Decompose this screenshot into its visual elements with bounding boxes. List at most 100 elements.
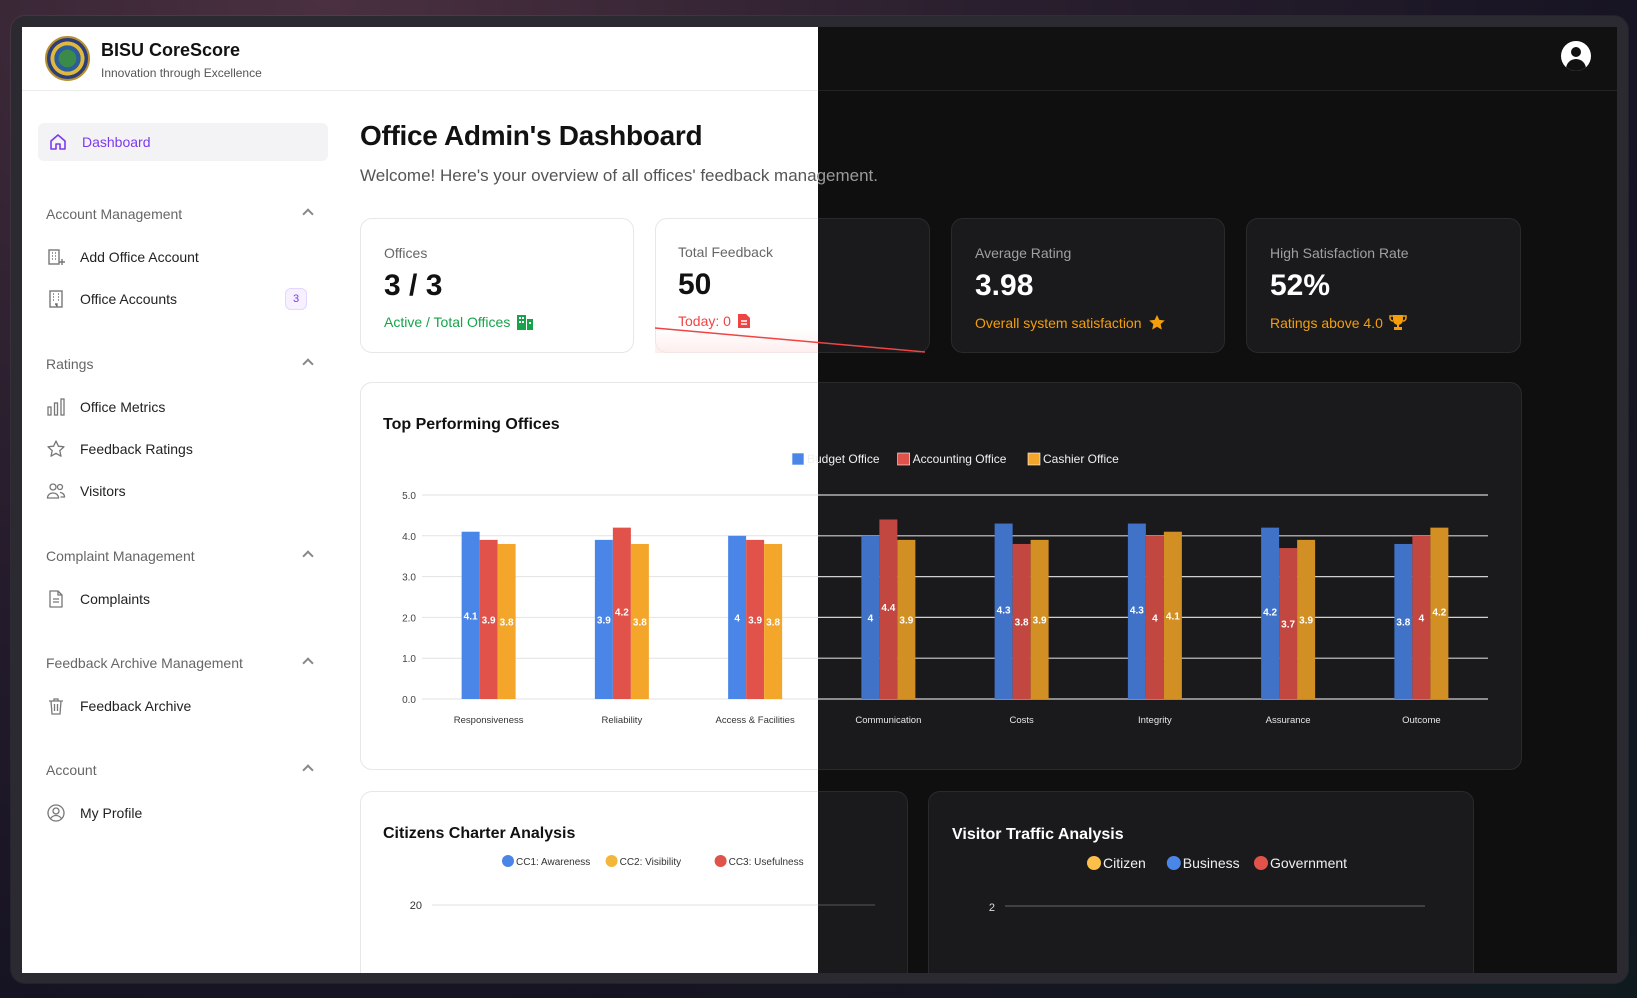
data-label: 4.1 [1166,611,1180,622]
legend-label: CC3: Usefulness [729,857,804,868]
legend-label: Citizen [1103,855,1146,871]
sidebar-item-my-profile[interactable]: My Profile [46,801,142,825]
sidebar-item-label: Complaints [80,591,151,607]
bar [1430,527,1449,699]
sidebar-item-add-office-account[interactable]: Add Office Account [46,245,199,269]
page-title: Office Admin's Dashboard [360,120,703,151]
users-icon [46,483,66,499]
stat-value: 3.98 [975,269,1034,302]
star-icon [47,440,65,457]
bar [1163,531,1182,699]
legend-label: CC2: Visibility [620,857,682,868]
x-tick-label: Reliability [602,715,643,726]
x-tick-label: Responsiveness [454,715,524,726]
sidebar-item-label: Add Office Account [80,249,199,265]
bar [728,535,747,699]
stat-card-average-rating: Average Rating 3.98 Overall system satis… [951,218,1225,353]
bar [1127,523,1146,699]
chevron-up-icon[interactable] [302,208,314,220]
legend-swatch [897,452,910,466]
building-add-icon [48,249,65,265]
legend-dot [1254,856,1268,870]
legend-label: Government [1270,855,1347,871]
home-icon [50,134,66,150]
legend-swatch [791,452,805,466]
y-tick-label: 4.0 [402,532,416,543]
data-label: 3.9 [899,615,913,626]
citizens-charter-chart: CC1: Awareness CC2: Visibility CC3: Useful… [410,855,875,912]
page-subtitle-dark: Welcome! Here's your overview of all off… [818,166,878,185]
data-label: 4.3 [997,605,1011,616]
profile-avatar-button[interactable] [1561,41,1591,71]
y-tick-label: 0.0 [402,695,416,706]
sidebar-item-feedback-ratings[interactable]: Feedback Ratings [46,437,193,461]
x-tick-label: Assurance [1266,715,1311,726]
sidebar-item-label: Feedback Ratings [80,441,193,457]
data-label: 4.2 [1432,607,1446,618]
legend-label: Budget Office [807,452,880,466]
data-label: 3.8 [500,617,514,628]
legend-dot [714,855,727,867]
x-tick-label: Communication [855,715,921,726]
sidebar-item-label: Dashboard [82,134,151,150]
chevron-up-icon[interactable] [302,358,314,370]
top-performing-offices-card: Top Performing Offices 0.0 1.0 2.0 3.0 4.0 5.… [360,382,1522,770]
data-label: 4.3 [1130,605,1144,616]
bar [630,543,649,699]
data-label: 4 [868,613,874,624]
building-icon [49,290,63,308]
bar [1012,543,1031,699]
section-account[interactable]: Account [46,762,97,778]
stat-card-total-feedback: Total Feedback 50 Today: 0 [655,218,930,353]
sidebar-item-visitors[interactable]: Visitors [46,479,126,503]
chevron-up-icon[interactable] [302,657,314,669]
data-label: 3.8 [766,617,780,628]
chevron-up-icon[interactable] [302,764,314,776]
x-tick-label: Costs [1009,715,1034,726]
feedback-trend-line [655,327,926,353]
sidebar-item-label: Visitors [80,483,126,499]
legend-dot [502,855,514,867]
legend-dot [1087,856,1101,870]
sidebar-item-office-accounts[interactable]: Office Accounts [46,287,177,311]
sidebar-item-office-metrics[interactable]: Office Metrics [46,395,165,419]
stat-value: 3 / 3 [384,269,443,302]
section-account-management[interactable]: Account Management [46,206,183,222]
y-tick-label: 5.0 [402,491,416,502]
bar [861,535,880,699]
office-count-badge: 3 [285,288,307,310]
sidebar: Dashboard Account Management Add Office … [22,91,342,973]
bar [461,531,480,699]
legend-label: Business [1183,855,1240,871]
sidebar-item-label: Office Accounts [80,291,178,307]
bar [479,539,498,699]
bar [1412,535,1431,699]
bar [594,539,613,699]
data-label: 4 [1152,613,1158,624]
sidebar-item-dashboard[interactable]: Dashboard [38,123,328,161]
section-complaint-management[interactable]: Complaint Management [46,548,195,564]
app-root: BISU CoreScore Innovation through Excell… [22,27,1617,973]
y-tick-label: 2.0 [402,613,416,624]
stat-card-high-satisfaction: High Satisfaction Rate 52% Ratings above… [1246,218,1521,353]
bisu-logo [45,36,90,81]
bar [1394,543,1413,699]
header: BISU CoreScore Innovation through Excell… [22,27,818,91]
user-circle-icon [47,804,65,822]
chevron-up-icon[interactable] [302,550,314,562]
legend-swatch [1027,452,1041,466]
sidebar-item-complaints[interactable]: Complaints [46,587,150,611]
y-tick-label: 2 [989,902,995,914]
y-tick-label: 20 [410,900,422,912]
sidebar-item-feedback-archive[interactable]: Feedback Archive [46,694,191,718]
bar [879,519,898,699]
section-ratings[interactable]: Ratings [46,356,94,372]
data-label: 4.1 [464,611,478,622]
app-title: BISU CoreScore [101,40,241,60]
star-icon [1148,314,1165,330]
legend-dot [605,855,618,867]
stat-label: High Satisfaction Rate [1270,245,1409,261]
section-feedback-archive-management[interactable]: Feedback Archive Management [46,655,243,671]
sidebar-item-label: Office Metrics [80,399,166,415]
stat-note: Today: 0 [678,313,751,329]
